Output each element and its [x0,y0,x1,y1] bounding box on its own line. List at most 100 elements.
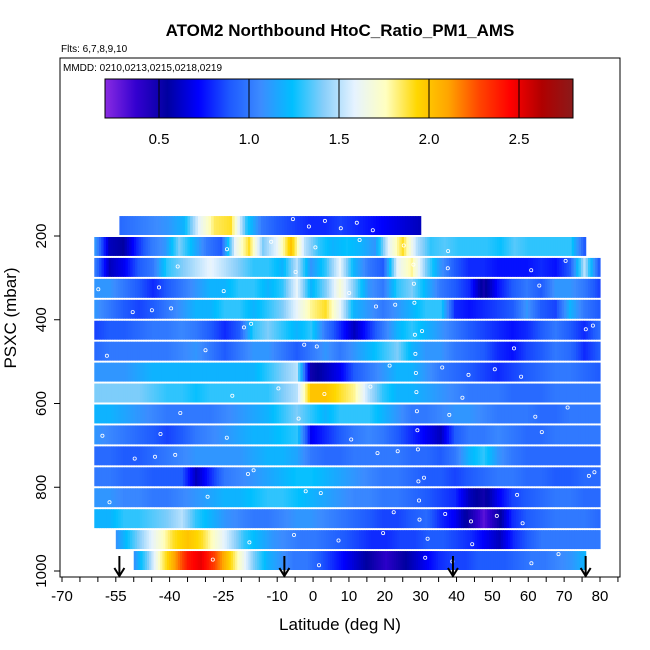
heatmap-cell [357,467,361,487]
heatmap-cell [449,257,452,277]
heatmap-cell [278,383,282,403]
heatmap-cell [228,257,232,277]
x-tick-label: -25 [213,588,235,605]
heatmap-cell [314,341,318,361]
heatmap-cell [458,446,462,466]
heatmap-cell [479,530,483,550]
heatmap-cell [465,257,469,277]
heatmap-cell [538,530,542,550]
heatmap-cell [190,488,194,508]
heatmap-cell [372,341,376,361]
heatmap-cell [573,299,577,319]
heatmap-cell [398,404,402,424]
heatmap-cell [324,467,328,487]
heatmap-cell [268,551,272,570]
sample-point [178,410,183,415]
heatmap-cell [520,446,524,466]
sample-point [419,329,424,334]
heatmap-cell [338,362,342,382]
heatmap-cell [193,551,197,570]
heatmap-cell [190,404,194,424]
heatmap-cell [462,551,465,570]
heatmap-cell [342,530,346,550]
heatmap-cell [341,404,345,424]
heatmap-cell [214,404,218,424]
heatmap-cell [281,551,285,570]
heatmap-cell [552,509,556,529]
heatmap-cell [345,341,349,361]
heatmap-cell [185,509,189,529]
heatmap-cell [187,446,191,466]
heatmap-cell [226,530,230,550]
heatmap-cell [101,509,105,529]
heatmap-cell [240,257,244,277]
heatmap-cell [329,488,333,508]
heatmap-cell [417,278,421,298]
heatmap-cell [154,509,158,529]
heatmap-cell [437,425,441,445]
heatmap-cell [302,341,306,361]
heatmap-cell [259,341,263,361]
heatmap-cell [171,216,175,235]
heatmap-cell [444,467,448,487]
heatmap-cell [460,257,464,277]
heatmap-cell [139,299,143,319]
heatmap-cell [302,216,306,235]
heatmap-cell [526,530,530,550]
heatmap-cell [518,425,522,445]
heatmap-cell [196,237,200,256]
heatmap-cell [511,362,515,382]
heatmap-cell [180,425,184,445]
heatmap-cell [293,362,297,382]
heatmap-cell [295,488,299,508]
heatmap-cell [182,467,186,487]
heatmap-cell [477,257,481,277]
heatmap-cell [520,467,524,487]
heatmap-cell [564,320,568,340]
heatmap-cell [210,530,214,550]
heatmap-cell [111,341,115,361]
heatmap-cell [192,341,196,361]
heatmap-cell [441,383,445,403]
heatmap-cell [166,341,170,361]
heatmap-cell [532,320,536,340]
heatmap-cell [372,278,376,298]
heatmap-cell [494,383,498,403]
heatmap-cell [228,509,232,529]
x-tick-label: 30 [412,588,429,605]
heatmap-cell [417,257,421,277]
heatmap-cell [173,257,177,277]
heatmap-cell [206,320,210,340]
heatmap-cell [549,299,553,319]
heatmap-cell [549,383,553,403]
heatmap-cell [277,551,280,570]
heatmap-cell [135,509,139,529]
heatmap-cell [406,530,410,550]
sample-point [443,512,448,517]
heatmap-cell [302,383,306,403]
heatmap-cell [446,383,450,403]
heatmap-cell [214,278,218,298]
heatmap-cell [484,299,488,319]
heatmap-cell [137,278,141,298]
heatmap-cell [250,425,254,445]
heatmap-cell [410,299,414,319]
heatmap-cell [373,216,377,235]
heatmap-cell [338,383,342,403]
heatmap-cell [511,299,515,319]
heatmap-cell [240,404,244,424]
heatmap-cell [528,362,532,382]
heatmap-cell [561,257,565,277]
heatmap-cell [477,467,481,487]
heatmap-cell [197,488,201,508]
heatmap-cell [450,237,454,256]
heatmap-cell [355,341,359,361]
heatmap-cell [322,237,326,256]
heatmap-cell [487,257,491,277]
heatmap-cell [208,237,212,256]
heatmap-cell [458,299,462,319]
heatmap-cell [108,404,112,424]
heatmap-cell [314,530,318,550]
heatmap-cell [283,509,287,529]
down-arrow-marker [447,556,459,578]
